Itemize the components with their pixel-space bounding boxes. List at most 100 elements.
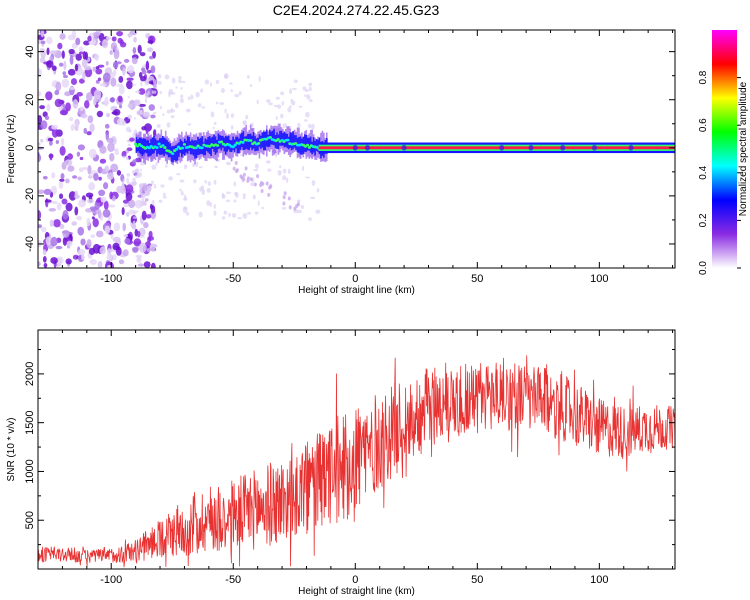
- track-peak: [241, 140, 245, 144]
- noise-blob: [44, 199, 52, 203]
- faint-blob: [122, 155, 128, 158]
- faint-blob: [127, 95, 130, 99]
- faint-blob: [179, 179, 185, 183]
- faint-blob: [174, 102, 179, 109]
- snr-y-axis-label: SNR (10 * v/v): [6, 418, 17, 482]
- faint-blob: [127, 114, 133, 120]
- noise-blob: [54, 98, 63, 108]
- noise-blob: [149, 55, 154, 60]
- noise-blob: [118, 84, 125, 95]
- noise-blob: [39, 48, 45, 52]
- track-core: [305, 135, 308, 152]
- faint-blob: [190, 94, 194, 100]
- noise-blob: [82, 51, 87, 60]
- faint-blob: [210, 111, 215, 118]
- noise-blob: [57, 42, 63, 50]
- faint-blob: [281, 206, 287, 210]
- noise-blob: [49, 50, 58, 55]
- faint-blob: [222, 194, 226, 199]
- faint-blob: [228, 212, 231, 218]
- track-peak: [257, 142, 261, 145]
- faint-blob: [289, 105, 292, 108]
- faint-blob: [156, 124, 161, 129]
- noise-blob: [68, 48, 75, 55]
- faint-blob: [289, 88, 292, 95]
- faint-blob: [278, 165, 282, 168]
- noise-blob: [50, 236, 58, 247]
- faint-blob: [126, 177, 130, 184]
- noise-blob: [149, 243, 156, 252]
- faint-blob: [141, 198, 145, 203]
- faint-blob: [275, 116, 278, 121]
- noise-blob: [148, 230, 153, 238]
- faint-blob: [132, 169, 136, 175]
- colorbar-label: Normalized spectral amplitude: [738, 81, 749, 216]
- noise-blob: [102, 72, 111, 83]
- colorbar-tick-label: 0.4: [698, 165, 709, 179]
- noise-blob: [122, 199, 129, 204]
- noise-blob: [97, 261, 103, 268]
- faint-blob: [246, 75, 250, 79]
- noise-blob: [74, 63, 79, 72]
- track-core: [195, 140, 198, 158]
- faint-blob: [187, 96, 191, 101]
- faint-blob: [122, 179, 126, 182]
- track-core: [289, 132, 291, 148]
- noise-blob: [51, 200, 58, 205]
- noise-blob: [123, 58, 130, 63]
- track-core: [277, 134, 280, 150]
- noise-blob: [59, 109, 68, 116]
- track-peak: [208, 144, 212, 148]
- noise-blob: [42, 175, 48, 180]
- noise-blob: [122, 67, 126, 76]
- faint-blob: [234, 93, 240, 98]
- faint-blob: [197, 103, 202, 108]
- noise-blob: [126, 80, 133, 90]
- faint-blob: [309, 99, 313, 103]
- steady-line-core: [318, 146, 675, 150]
- noise-blob: [105, 112, 111, 118]
- faint-blob: [219, 102, 225, 105]
- faint-blob: [304, 89, 309, 92]
- noise-blob: [142, 184, 148, 192]
- spec-y-axis-label: Frequency (Hz): [6, 115, 17, 184]
- noise-blob: [132, 247, 139, 253]
- faint-blob: [140, 192, 146, 199]
- faint-blob: [305, 176, 310, 179]
- noise-blob: [77, 248, 86, 255]
- noise-blob: [55, 245, 63, 250]
- noise-blob: [60, 173, 65, 180]
- noise-blob: [65, 202, 73, 212]
- noise-blob: [42, 249, 47, 256]
- noise-blob: [78, 46, 84, 53]
- noise-blob: [123, 234, 128, 238]
- noise-blob: [127, 199, 136, 209]
- streak-blob: [249, 177, 253, 182]
- noise-blob: [147, 184, 152, 192]
- faint-blob: [268, 102, 273, 106]
- faint-blob: [250, 182, 255, 187]
- noise-blob: [138, 242, 147, 253]
- track-core: [186, 136, 189, 154]
- noise-blob: [38, 210, 42, 220]
- track-peak: [175, 147, 179, 151]
- noise-blob: [56, 256, 64, 265]
- noise-blob: [58, 62, 64, 67]
- faint-blob: [261, 206, 265, 210]
- faint-blob: [298, 105, 303, 108]
- noise-blob: [105, 60, 109, 66]
- noise-blob: [79, 156, 84, 161]
- faint-blob: [215, 101, 219, 105]
- noise-blob: [74, 122, 79, 132]
- faint-blob: [213, 179, 217, 185]
- track-core: [293, 135, 296, 148]
- track-peak: [307, 146, 311, 149]
- faint-blob: [157, 80, 162, 85]
- faint-blob: [187, 123, 192, 126]
- track-peak: [182, 142, 187, 146]
- track-core: [211, 136, 214, 149]
- faint-blob: [280, 113, 284, 119]
- steady-bump: [591, 144, 597, 151]
- snr-x-tick-label: 50: [471, 574, 483, 586]
